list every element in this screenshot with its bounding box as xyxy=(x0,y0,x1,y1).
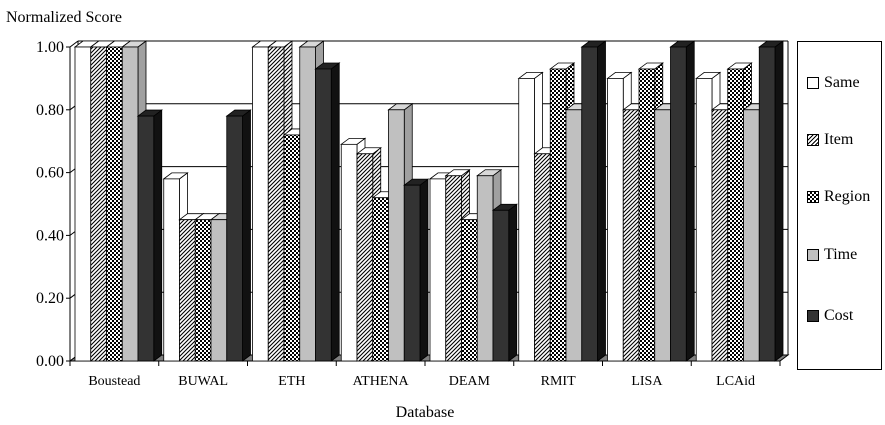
bar-cost-eth xyxy=(314,62,341,362)
bars xyxy=(73,40,785,362)
x-tick-label: LCAid xyxy=(716,374,755,389)
y-tick-label: 0.40 xyxy=(36,227,64,244)
bar-cost-buwal xyxy=(225,109,252,362)
x-tick-label: LISA xyxy=(631,374,663,389)
x-tick-label: Boustead xyxy=(88,374,140,389)
legend-item-same: Same xyxy=(807,73,860,93)
legend-swatch-cost xyxy=(807,310,819,322)
x-axis-title: Database xyxy=(396,404,455,421)
y-tick-label: 0.20 xyxy=(36,290,64,307)
legend-item-cost: Cost xyxy=(807,306,853,326)
y-tick-label: 0.00 xyxy=(36,353,64,370)
legend-item-region: Region xyxy=(807,187,870,207)
legend-label-region: Region xyxy=(824,188,871,205)
bar-cost-boustead xyxy=(136,109,163,362)
bar-cost-deam xyxy=(491,203,518,362)
legend-label-cost: Cost xyxy=(824,307,854,324)
legend-swatch-same xyxy=(807,77,819,89)
legend-swatch-region xyxy=(807,191,819,203)
bar-cost-lcaid xyxy=(758,40,785,362)
legend-swatch-item xyxy=(807,134,819,146)
legend-label-item: Item xyxy=(824,131,854,148)
y-axis-title: Normalized Score xyxy=(6,9,122,26)
x-tick-label: ETH xyxy=(278,374,305,389)
legend-label-same: Same xyxy=(824,74,860,91)
x-tick-label: RMIT xyxy=(541,374,576,389)
legend-label-time: Time xyxy=(824,246,858,263)
legend: Same Item Region Time Cost xyxy=(797,41,882,370)
bar-cost-athena xyxy=(403,178,430,362)
gridline-depth xyxy=(69,40,79,48)
x-tick-label: BUWAL xyxy=(178,374,228,389)
x-tick-label: DEAM xyxy=(449,374,491,389)
y-tick-label: 0.60 xyxy=(36,165,64,182)
legend-item-item: Item xyxy=(807,130,853,150)
bar-cost-lisa xyxy=(669,40,696,362)
y-tick-label: 0.80 xyxy=(36,102,64,119)
tick-labels: 0.00 0.20 0.40 0.60 0.80 1.00 Boustead BUWAL ETH… xyxy=(36,39,755,389)
bar-cost-rmit xyxy=(580,40,607,362)
legend-swatch-time xyxy=(807,249,819,261)
legend-item-time: Time xyxy=(807,245,857,265)
y-tick-label: 1.00 xyxy=(36,39,64,56)
x-tick-label: ATHENA xyxy=(353,374,410,389)
